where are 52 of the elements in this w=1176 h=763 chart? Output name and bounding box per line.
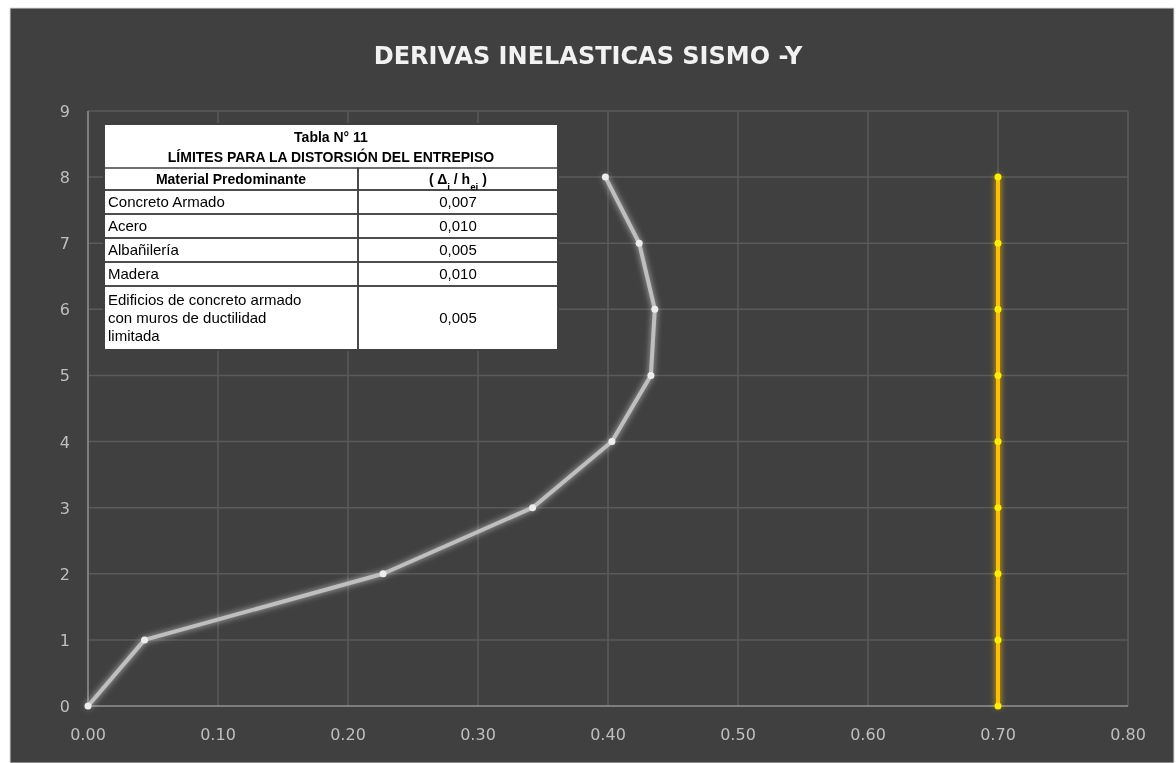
x-tick-label: 0.50 <box>720 725 756 744</box>
point <box>608 438 616 446</box>
x-tick-label: 0.60 <box>850 725 886 744</box>
y-tick-label: 5 <box>59 366 70 386</box>
point <box>994 504 1002 512</box>
point <box>529 504 537 512</box>
annotation: Concreto Armado <box>108 193 225 210</box>
point <box>994 239 1002 247</box>
point <box>379 570 387 578</box>
x-tick-label: 0.70 <box>980 725 1016 744</box>
annotation: Edificios de concreto armado con muros de ductilidad limitada <box>108 291 302 344</box>
point <box>994 570 1002 578</box>
point <box>84 702 92 710</box>
annotation: 0,007 <box>439 193 477 210</box>
annotation: LÍMITES PARA LA DISTORSIÓN DEL ENTREPISO <box>167 148 495 165</box>
point <box>994 173 1002 181</box>
annotation: Tabla N° 11 <box>294 129 369 145</box>
y-tick-label: 8 <box>59 168 70 188</box>
x-tick-label: 0.20 <box>330 725 366 744</box>
x-tick-label: 0.10 <box>200 725 236 744</box>
x-tick-label: 0.40 <box>590 725 626 744</box>
annotation: Acero <box>108 217 148 234</box>
annotation: 0,010 <box>439 265 477 282</box>
point <box>994 438 1002 446</box>
point <box>994 305 1002 313</box>
point <box>141 636 149 644</box>
x-tick-label: 0.80 <box>1110 725 1146 744</box>
y-tick-label: 6 <box>59 300 70 320</box>
y-tick-label: 4 <box>59 432 70 452</box>
y-tick-label: 7 <box>59 234 70 254</box>
point <box>635 239 643 247</box>
y-tick-label: 9 <box>59 102 70 121</box>
point <box>647 371 655 379</box>
point <box>601 173 609 181</box>
annotation: 0,005 <box>439 309 477 326</box>
chart-title: DERIVAS INELASTICAS SISMO -Y <box>373 42 803 70</box>
y-tick-label: 2 <box>59 564 70 584</box>
annotation: 0,005 <box>439 241 477 258</box>
annotation: Material Predominante <box>155 171 307 187</box>
annotation: Madera <box>108 265 160 282</box>
annotation: Albañilería <box>108 241 180 258</box>
annotation: ( Δ$_{i}$ / h$_{ei}$ ) <box>429 171 487 192</box>
y-tick-label: 0 <box>59 697 70 716</box>
y-tick-label: 3 <box>59 498 70 518</box>
y-tick-label: 1 <box>59 630 70 650</box>
x-tick-label: 0.30 <box>460 725 496 744</box>
x-tick-label: 0.00 <box>70 725 106 744</box>
point <box>994 636 1002 644</box>
point <box>994 702 1002 710</box>
point <box>651 305 659 313</box>
point <box>994 371 1002 379</box>
annotation: 0,010 <box>439 217 477 234</box>
